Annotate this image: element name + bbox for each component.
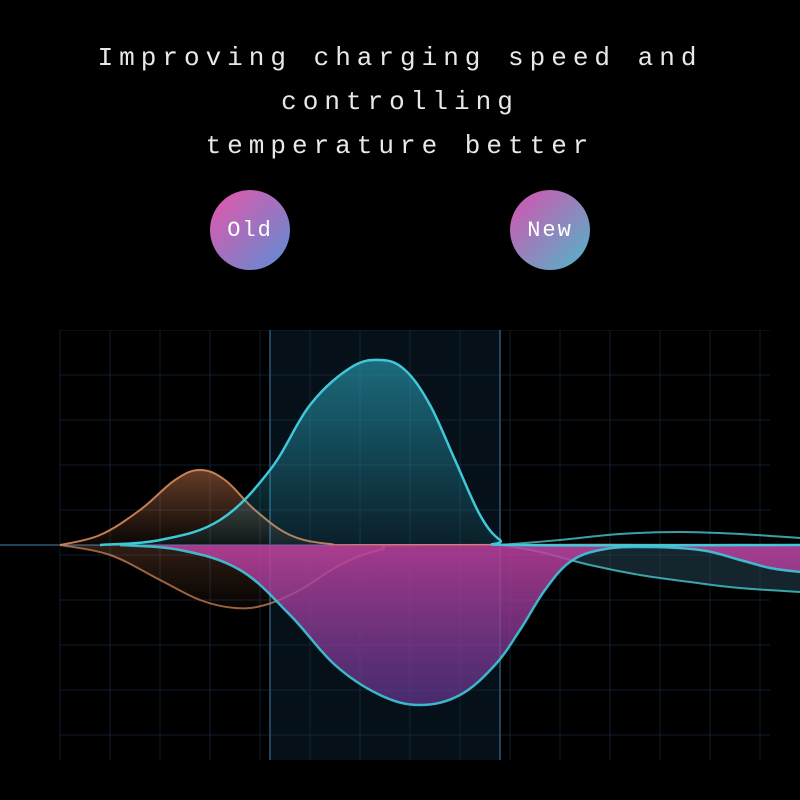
- badge-row: Old New: [0, 190, 800, 270]
- badge-new-label: New: [527, 218, 573, 243]
- page-title: Improving charging speed and controlling…: [0, 36, 800, 169]
- badge-old-label: Old: [227, 218, 273, 243]
- comparison-wave-chart: [0, 330, 800, 760]
- badge-new: New: [510, 190, 590, 270]
- badge-old: Old: [210, 190, 290, 270]
